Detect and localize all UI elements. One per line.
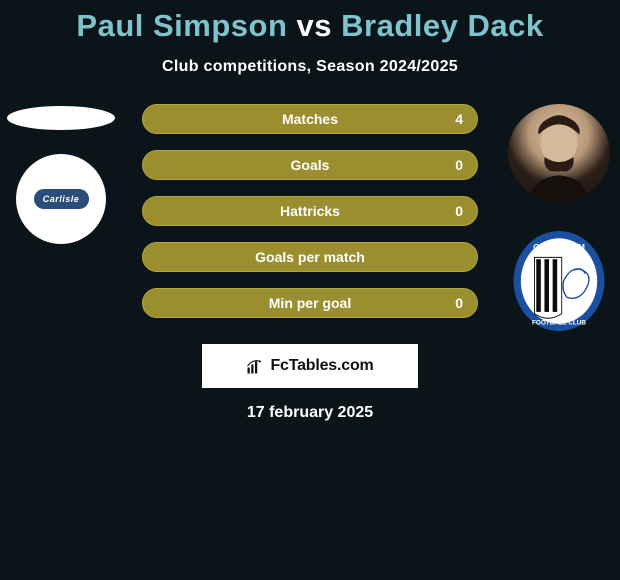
- stats-area: Carlisle GILLINGHAM FOOTBALL CLUB: [0, 104, 620, 318]
- stat-label: Min per goal: [269, 295, 351, 311]
- player-photo-icon: [508, 104, 610, 202]
- footer-date: 17 february 2025: [0, 404, 620, 422]
- stat-bar: Goals per match: [142, 242, 478, 272]
- brand-icon: [246, 357, 264, 375]
- left-column: Carlisle: [6, 104, 116, 244]
- svg-text:FOOTBALL CLUB: FOOTBALL CLUB: [532, 320, 586, 327]
- stat-bar: Matches 4: [142, 104, 478, 134]
- stat-value-right: 0: [455, 157, 463, 173]
- stat-bar: Goals 0: [142, 150, 478, 180]
- player1-name: Paul Simpson: [76, 8, 287, 43]
- player1-club-label: Carlisle: [34, 189, 89, 209]
- title-vs: vs: [297, 8, 332, 43]
- root: Paul Simpson vs Bradley Dack Club compet…: [0, 0, 620, 580]
- player2-name: Bradley Dack: [341, 8, 543, 43]
- player2-avatar: [508, 104, 610, 202]
- subtitle: Club competitions, Season 2024/2025: [0, 58, 620, 76]
- page-title: Paul Simpson vs Bradley Dack: [0, 8, 620, 44]
- stat-label: Matches: [282, 111, 338, 127]
- right-column: GILLINGHAM FOOTBALL CLUB: [504, 104, 614, 336]
- player2-club-badge: GILLINGHAM FOOTBALL CLUB: [509, 226, 609, 336]
- stat-bar: Min per goal 0: [142, 288, 478, 318]
- stat-label: Goals per match: [255, 249, 365, 265]
- player1-avatar: [7, 106, 115, 130]
- stat-value-right: 0: [455, 203, 463, 219]
- stat-bars: Matches 4 Goals 0 Hattricks 0 Goals per match M…: [142, 104, 478, 318]
- stat-bar: Hattricks 0: [142, 196, 478, 226]
- stat-label: Goals: [291, 157, 330, 173]
- brand-badge: FcTables.com: [202, 344, 418, 388]
- player1-club-badge: Carlisle: [16, 154, 106, 244]
- brand-text: FcTables.com: [270, 357, 373, 375]
- stat-label: Hattricks: [280, 203, 340, 219]
- stat-value-right: 0: [455, 295, 463, 311]
- stat-value-right: 4: [455, 111, 463, 127]
- svg-text:GILLINGHAM: GILLINGHAM: [533, 243, 585, 252]
